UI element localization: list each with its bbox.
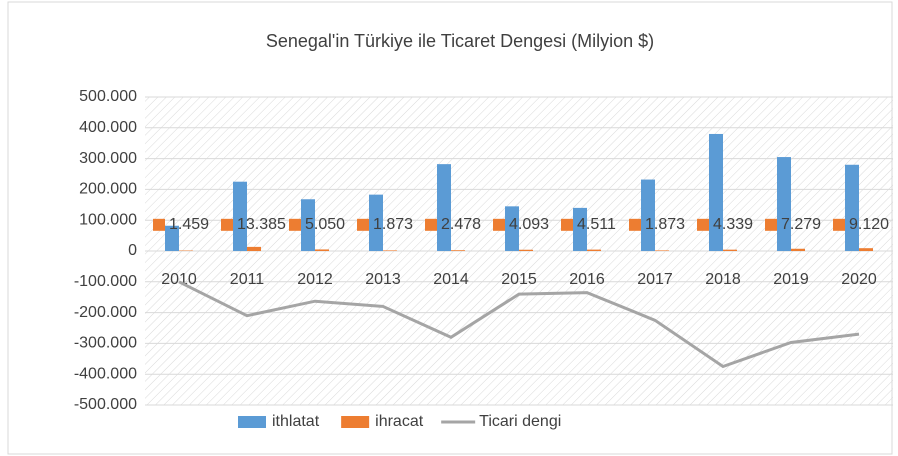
y-tick-label: 200.000	[79, 181, 137, 198]
data-label: 9.120	[849, 216, 889, 233]
y-tick-label: 400.000	[79, 119, 137, 136]
data-label: 4.339	[713, 216, 753, 233]
x-tick-label: 2017	[637, 271, 673, 288]
data-label: 1.459	[169, 216, 209, 233]
x-tick-label: 2013	[365, 271, 401, 288]
bar	[777, 157, 791, 251]
x-tick-label: 2011	[230, 271, 265, 288]
data-label: 13.385	[237, 216, 286, 233]
data-label: 4.511	[577, 216, 616, 233]
bar	[383, 250, 397, 251]
bar	[165, 225, 179, 251]
bar	[709, 133, 723, 251]
bar	[859, 248, 873, 251]
label-key	[289, 218, 301, 231]
y-tick-label: -200.000	[74, 304, 137, 321]
bar	[845, 164, 859, 251]
legend-label: ihracat	[375, 413, 424, 430]
x-tick-label: 2018	[705, 271, 741, 288]
bar	[791, 248, 805, 251]
legend-key	[238, 416, 266, 428]
bar	[655, 250, 669, 251]
bar	[587, 249, 601, 251]
y-tick-label: 500.000	[79, 88, 137, 105]
label-key	[425, 218, 437, 231]
data-label: 1.873	[645, 216, 685, 233]
bar	[505, 206, 519, 251]
chart-title: Senegal'in Türkiye ile Ticaret Dengesi (…	[266, 31, 654, 51]
legend-label: ithlatat	[272, 413, 320, 430]
x-tick-label: 2020	[841, 271, 877, 288]
x-tick-label: 2016	[569, 271, 605, 288]
legend-key	[341, 416, 370, 428]
bar	[315, 249, 329, 251]
label-key	[629, 218, 641, 231]
bar	[451, 250, 465, 251]
bar	[437, 164, 451, 251]
label-key	[697, 218, 709, 231]
x-tick-label: 2019	[773, 271, 809, 288]
data-label: 7.279	[781, 216, 821, 233]
bar	[723, 249, 737, 251]
bar	[573, 207, 587, 251]
y-tick-label: -100.000	[74, 273, 137, 290]
label-key	[357, 218, 369, 231]
x-tick-label: 2010	[161, 271, 197, 288]
bar	[519, 249, 533, 251]
y-tick-label: -300.000	[74, 335, 137, 352]
x-tick-label: 2012	[297, 271, 333, 288]
bar	[233, 181, 247, 251]
label-key	[153, 218, 165, 231]
y-tick-label: -500.000	[74, 396, 137, 413]
label-key	[561, 218, 573, 231]
line-series	[178, 280, 860, 369]
bar	[641, 179, 655, 251]
y-tick-label: 100.000	[79, 211, 137, 228]
bar	[369, 194, 383, 251]
y-tick-label: -400.000	[74, 365, 137, 382]
bar	[301, 199, 315, 251]
data-label: 4.093	[509, 216, 549, 233]
y-tick-label: 300.000	[79, 150, 137, 167]
y-tick-label: 0	[128, 242, 137, 259]
label-key	[765, 218, 777, 231]
label-key	[493, 218, 505, 231]
bar	[247, 246, 261, 251]
data-label: 2.478	[441, 216, 481, 233]
x-tick-label: 2014	[433, 271, 469, 288]
label-key	[221, 218, 233, 231]
data-label: 1.873	[373, 216, 413, 233]
legend-label: Ticari dengi	[479, 413, 561, 430]
label-key	[833, 218, 845, 231]
x-tick-label: 2015	[501, 271, 537, 288]
data-label: 5.050	[305, 216, 345, 233]
